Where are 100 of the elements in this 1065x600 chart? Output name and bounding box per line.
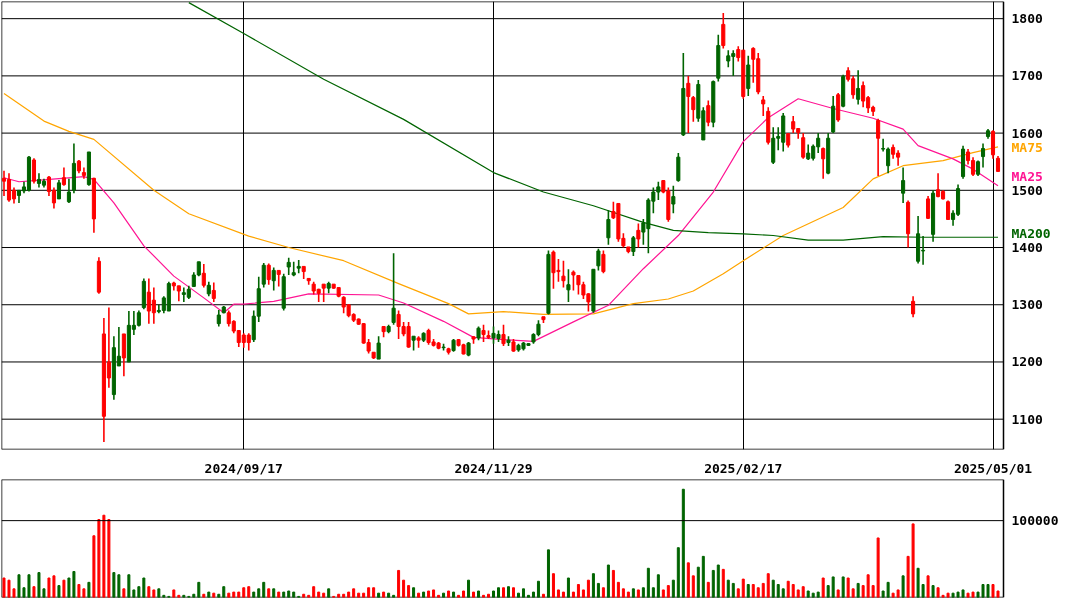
candlestick — [376, 335, 381, 360]
bar — [901, 575, 905, 598]
candlestick — [211, 281, 216, 303]
bar — [352, 588, 356, 598]
candlestick — [990, 129, 996, 160]
candlestick — [876, 117, 881, 177]
bar — [681, 488, 685, 598]
bar — [621, 588, 625, 598]
candlestick — [901, 166, 906, 204]
candlestick — [671, 184, 676, 214]
candlestick — [201, 263, 206, 289]
bar — [202, 593, 206, 598]
bar — [157, 588, 161, 598]
bar — [217, 593, 221, 598]
bar — [791, 584, 795, 598]
candlestick — [926, 195, 931, 220]
candlestick — [856, 69, 861, 106]
bar — [751, 584, 755, 598]
bar — [601, 587, 605, 598]
y-tick-label: 1300 — [1011, 297, 1043, 313]
bar — [402, 579, 406, 598]
bar — [631, 588, 635, 598]
candlestick — [6, 172, 12, 203]
candlestick — [676, 152, 681, 183]
bar — [302, 593, 306, 598]
bar — [721, 568, 725, 598]
bar — [382, 591, 386, 598]
bar — [701, 555, 705, 598]
candlestick — [566, 268, 571, 303]
y-tick-label: 1600 — [1011, 125, 1043, 141]
bar — [731, 582, 735, 598]
bar — [502, 587, 505, 598]
bar — [232, 591, 236, 598]
bar — [711, 569, 715, 598]
y-tick-label: 1700 — [1011, 68, 1043, 84]
candlestick — [261, 262, 266, 289]
candlestick — [861, 80, 866, 109]
candlestick — [61, 166, 66, 187]
candlestick — [721, 12, 726, 50]
candlestick — [1, 170, 7, 197]
series-label: MA25 — [1011, 168, 1043, 184]
bar — [531, 591, 535, 598]
bar — [521, 588, 525, 598]
candlestick — [821, 146, 826, 180]
bar — [412, 587, 416, 598]
candlestick — [391, 252, 396, 326]
bar — [62, 579, 66, 598]
candlestick — [746, 55, 751, 97]
bar — [661, 589, 665, 598]
bar — [427, 590, 431, 598]
text: 100000 — [1011, 513, 1059, 529]
candlestick — [601, 249, 606, 275]
bar — [207, 591, 211, 598]
bar — [407, 585, 411, 598]
bar — [267, 588, 271, 598]
candlestick — [151, 286, 156, 325]
bar — [277, 591, 281, 598]
bar — [147, 586, 151, 598]
candlestick — [296, 259, 301, 275]
candlestick — [501, 323, 506, 347]
bar — [222, 586, 226, 598]
bar — [327, 588, 331, 598]
bar — [651, 587, 655, 598]
y-tick-label: 1100 — [1011, 411, 1043, 427]
bar — [641, 587, 645, 598]
bar — [462, 590, 466, 598]
bar — [422, 591, 426, 598]
bar — [931, 585, 935, 598]
series-label: MA75 — [1011, 139, 1043, 155]
bar — [851, 588, 855, 598]
bar — [32, 586, 36, 598]
bar — [252, 591, 256, 598]
x-tick-label: 2024/09/17 — [204, 460, 283, 476]
candlestick — [561, 259, 566, 289]
bar — [551, 573, 555, 598]
x-tick-label: 2024/11/29 — [454, 460, 533, 476]
bar — [87, 581, 91, 598]
candlestick — [691, 95, 696, 123]
x-tick-label: 2025/02/17 — [704, 460, 783, 476]
bar — [472, 591, 476, 598]
bar — [262, 581, 266, 598]
bar — [397, 569, 401, 598]
bar — [447, 590, 451, 598]
bar — [581, 589, 585, 598]
bar — [292, 591, 296, 598]
bar — [57, 585, 61, 598]
candlestick — [911, 295, 916, 319]
bar — [452, 591, 456, 598]
bar — [257, 588, 261, 598]
bar — [741, 578, 745, 598]
y-tick-label: 1200 — [1011, 354, 1043, 370]
bar — [487, 593, 491, 598]
bar — [172, 589, 176, 598]
candlestick — [980, 142, 986, 169]
bar — [317, 591, 321, 598]
bar — [247, 586, 251, 598]
bar — [237, 591, 241, 598]
bar — [242, 587, 246, 598]
candlestick — [56, 179, 61, 200]
bar — [197, 581, 201, 598]
